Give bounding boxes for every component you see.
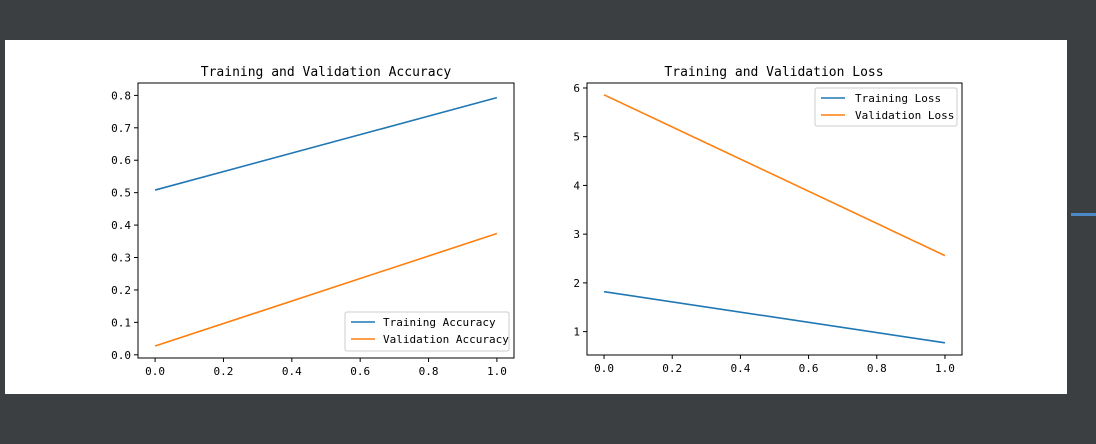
figure-canvas: Training and Validation Accuracy 0.0 0.2 0… bbox=[5, 40, 1067, 394]
loss-axes-frame bbox=[586, 82, 963, 356]
accuracy-ytick-label: 0.7 bbox=[111, 122, 131, 135]
loss-ytick-label: 3 bbox=[573, 228, 580, 241]
accuracy-xtick-label: 1.0 bbox=[487, 365, 507, 378]
accuracy-ytick-label: 0.5 bbox=[111, 187, 131, 200]
loss-legend-box bbox=[814, 87, 958, 127]
accuracy-series-lines bbox=[154, 96, 498, 347]
accuracy-xtick-label: 0.0 bbox=[145, 365, 165, 378]
accuracy-xtick-label: 0.2 bbox=[214, 365, 234, 378]
accuracy-legend-box bbox=[344, 311, 510, 352]
accuracy-xtick-label: 0.8 bbox=[419, 365, 439, 378]
accuracy-legend: Training Accuracy Validation Accuracy bbox=[344, 311, 510, 352]
series-line-training-accuracy bbox=[154, 96, 498, 191]
charts-svg: Training and Validation Accuracy 0.0 0.2 0… bbox=[111, 65, 963, 378]
loss-xtick-label: 0.6 bbox=[799, 362, 819, 375]
loss-ticks: 0.0 0.2 0.4 0.6 0.8 1.0 1 2 3 4 5 6 bbox=[573, 82, 955, 375]
loss-xtick-label: 0.4 bbox=[730, 362, 750, 375]
accuracy-ytick-label: 0.1 bbox=[111, 316, 131, 329]
accuracy-ticks: 0.0 0.2 0.4 0.6 0.8 1.0 0.0 0.1 0.2 0.3 0.4 0.5 0.6 0… bbox=[111, 89, 507, 378]
loss-xtick-label: 1.0 bbox=[935, 362, 955, 375]
series-line-validation-accuracy bbox=[154, 232, 498, 347]
accuracy-chart-title: Training and Validation Accuracy bbox=[201, 65, 452, 80]
loss-ytick-label: 6 bbox=[573, 82, 580, 95]
series-line-validation-loss bbox=[603, 94, 946, 257]
loss-xtick-label: 0.0 bbox=[594, 362, 614, 375]
accuracy-xtick-label: 0.4 bbox=[282, 365, 302, 378]
legend-label-validation-accuracy: Validation Accuracy bbox=[383, 333, 509, 346]
window-edge-marker bbox=[1071, 213, 1096, 216]
loss-ytick-label: 1 bbox=[573, 326, 580, 339]
loss-xtick-label: 0.2 bbox=[662, 362, 682, 375]
legend-label-training-accuracy: Training Accuracy bbox=[383, 316, 496, 329]
series-line-training-loss bbox=[603, 290, 946, 344]
accuracy-ytick-label: 0.3 bbox=[111, 252, 131, 265]
loss-xtick-label: 0.8 bbox=[867, 362, 887, 375]
accuracy-ytick-label: 0.0 bbox=[111, 349, 131, 362]
accuracy-ytick-label: 0.8 bbox=[111, 89, 131, 102]
legend-label-validation-loss: Validation Loss bbox=[855, 109, 954, 122]
loss-series-lines bbox=[603, 94, 946, 344]
accuracy-xtick-label: 0.6 bbox=[350, 365, 370, 378]
loss-legend: Training Loss Validation Loss bbox=[814, 87, 958, 127]
loss-ytick-label: 5 bbox=[573, 131, 580, 144]
loss-ytick-label: 2 bbox=[573, 277, 580, 290]
accuracy-ytick-label: 0.4 bbox=[111, 219, 131, 232]
loss-ytick-label: 4 bbox=[573, 179, 580, 192]
accuracy-ytick-label: 0.2 bbox=[111, 284, 131, 297]
accuracy-ytick-label: 0.6 bbox=[111, 154, 131, 167]
loss-subplot: Training and Validation Loss 0.0 0.2 0.4 0.… bbox=[573, 65, 963, 375]
accuracy-subplot: Training and Validation Accuracy 0.0 0.2 0… bbox=[111, 65, 515, 378]
loss-chart-title: Training and Validation Loss bbox=[664, 65, 883, 80]
legend-label-training-loss: Training Loss bbox=[855, 92, 941, 105]
